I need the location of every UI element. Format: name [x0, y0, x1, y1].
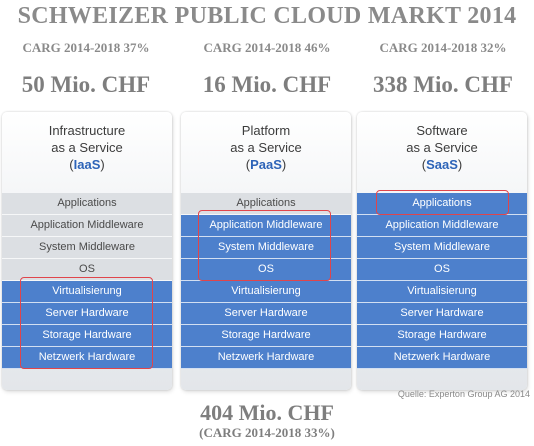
iaas-cagr: CARG 2014-2018 37%: [22, 40, 150, 55]
saas-abbr: SaaS: [426, 157, 458, 172]
iaas-highlight-box: [20, 277, 153, 369]
total-cagr: (CARG 2014-2018 33%): [199, 425, 335, 440]
paas-layer-stack: Applications Application Middleware Syst…: [181, 193, 351, 369]
paas-heading-line2: as a Service: [230, 140, 302, 155]
paas-abbr: PaaS: [250, 157, 282, 172]
layer-server-hardware: Server Hardware: [181, 303, 351, 325]
layer-application-middleware: Application Middleware: [181, 215, 351, 237]
layer-storage-hardware: Storage Hardware: [357, 325, 527, 347]
layer-storage-hardware: Storage Hardware: [2, 325, 172, 347]
layer-virtualisierung: Virtualisierung: [181, 281, 351, 303]
layer-netzwerk-hardware: Netzwerk Hardware: [357, 347, 527, 369]
saas-heading-line1: Software: [416, 123, 468, 138]
paas-highlight-box: [198, 210, 331, 281]
paas-market-size: 16 Mio. CHF: [202, 72, 332, 97]
saas-market-size: 338 Mio. CHF: [373, 72, 513, 97]
layer-system-middleware: System Middleware: [357, 237, 527, 259]
layer-os: OS: [357, 259, 527, 281]
iaas-heading-line1: Infrastructure: [48, 123, 126, 138]
paas-column: Platform as a Service (PaaS) Application…: [181, 112, 351, 390]
layer-os: OS: [2, 259, 172, 281]
layer-applications: Applications: [181, 193, 351, 215]
saas-column: Software as a Service (SaaS) Application…: [357, 112, 527, 390]
layer-application-middleware: Application Middleware: [357, 215, 527, 237]
saas-heading-line2: as a Service: [406, 140, 478, 155]
paas-cagr: CARG 2014-2018 46%: [203, 40, 331, 55]
iaas-market-size: 50 Mio. CHF: [21, 72, 151, 97]
saas-highlight-box: [376, 190, 509, 215]
total-market-size: 404 Mio. CHF: [200, 400, 334, 425]
layer-server-hardware: Server Hardware: [2, 303, 172, 325]
saas-heading: Software as a Service (SaaS): [357, 122, 527, 173]
layer-server-hardware: Server Hardware: [357, 303, 527, 325]
iaas-column: Infrastructure as a Service (IaaS) Appli…: [2, 112, 172, 390]
iaas-abbr: IaaS: [73, 157, 101, 172]
layer-virtualisierung: Virtualisierung: [2, 281, 172, 303]
layer-system-middleware: System Middleware: [2, 237, 172, 259]
paas-heading: Platform as a Service (PaaS): [181, 122, 351, 173]
source-note: Quelle: Experton Group AG 2014: [397, 389, 530, 399]
iaas-layer-stack: Applications Application Middleware Syst…: [2, 193, 172, 369]
layer-netzwerk-hardware: Netzwerk Hardware: [2, 347, 172, 369]
layer-application-middleware: Application Middleware: [2, 215, 172, 237]
page-title: SCHWEIZER PUBLIC CLOUD MARKT 2014: [17, 3, 517, 29]
iaas-heading: Infrastructure as a Service (IaaS): [2, 122, 172, 173]
layer-storage-hardware: Storage Hardware: [181, 325, 351, 347]
layer-netzwerk-hardware: Netzwerk Hardware: [181, 347, 351, 369]
layer-system-middleware: System Middleware: [181, 237, 351, 259]
iaas-heading-line2: as a Service: [51, 140, 123, 155]
paas-heading-line1: Platform: [241, 123, 291, 138]
layer-virtualisierung: Virtualisierung: [357, 281, 527, 303]
saas-layer-stack: Applications Application Middleware Syst…: [357, 193, 527, 369]
layer-applications: Applications: [2, 193, 172, 215]
saas-cagr: CARG 2014-2018 32%: [379, 40, 507, 55]
